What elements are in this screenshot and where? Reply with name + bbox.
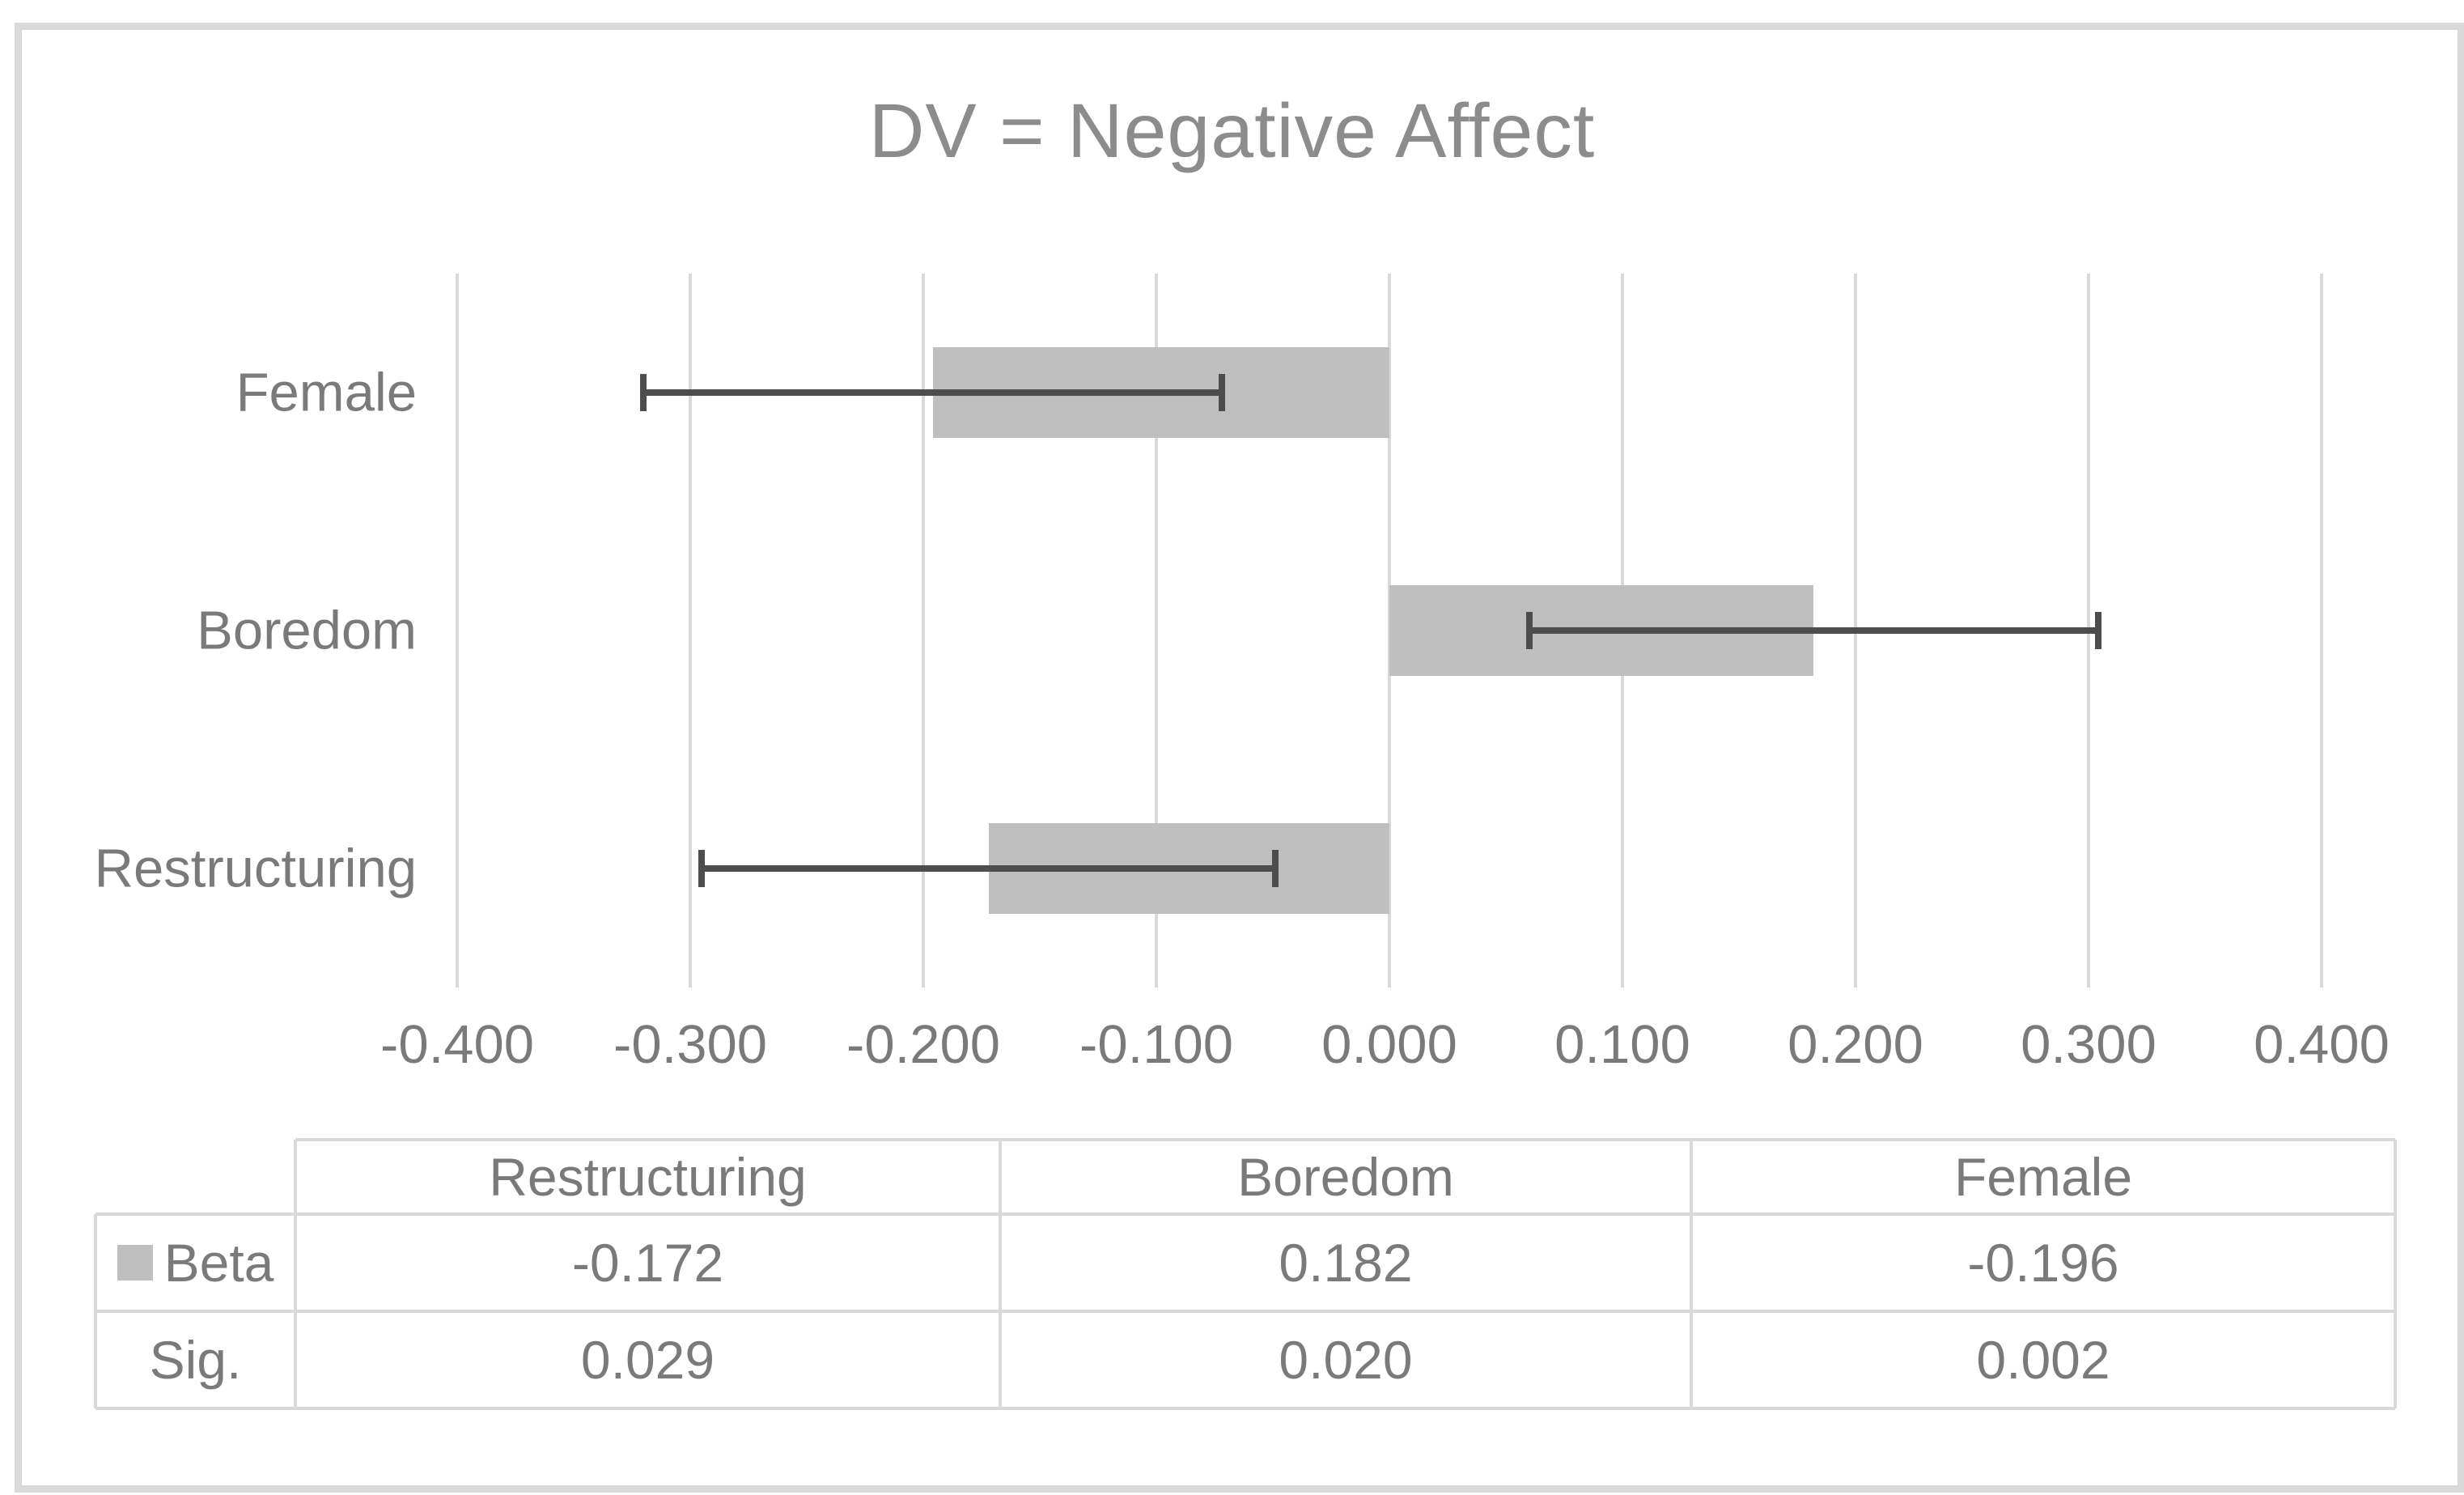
table-border-right (2394, 1140, 2397, 1408)
table-row-label: Beta (163, 1233, 274, 1293)
table-divider-rows (95, 1310, 2395, 1313)
table-divider-stub (294, 1140, 297, 1408)
table-header-restructuring: Restructuring (489, 1147, 807, 1207)
x-tick-label: -0.300 (613, 1014, 767, 1075)
table-divider-header (95, 1213, 2395, 1216)
table-cell-sig-female: 0.002 (1976, 1330, 2110, 1390)
chart-title: DV = Negative Affect (868, 88, 1596, 174)
gridline-0.400 (2320, 274, 2323, 987)
error-cap-high-female (1218, 374, 1225, 411)
error-cap-low-restructuring (698, 850, 706, 887)
x-tick-label: 0.200 (1788, 1014, 1923, 1075)
table-header-boredom: Boredom (1237, 1147, 1454, 1207)
table-border-bottom (95, 1407, 2395, 1410)
legend-key-beta (117, 1245, 153, 1281)
table-row-header-beta: Beta (95, 1214, 295, 1311)
table-divider-col1 (999, 1140, 1002, 1408)
gridline--0.200 (922, 274, 925, 987)
error-cap-high-restructuring (1271, 850, 1279, 887)
table-cell-beta-restructuring: -0.172 (571, 1233, 724, 1293)
table-row-label: Sig. (149, 1330, 242, 1390)
x-tick-label: -0.200 (846, 1014, 1000, 1075)
table-border-top (295, 1138, 2395, 1141)
table-cell-beta-female: -0.196 (1967, 1233, 2119, 1293)
table-cell-sig-boredom: 0.020 (1279, 1330, 1413, 1390)
table-cell-sig-restructuring: 0.029 (580, 1330, 715, 1390)
gridline--0.300 (689, 274, 692, 987)
error-cap-low-boredom (1525, 612, 1533, 649)
error-cap-low-female (640, 374, 647, 411)
x-tick-label: -0.400 (380, 1014, 534, 1075)
table-border-left (94, 1214, 97, 1408)
x-tick-label: 0.400 (2254, 1014, 2390, 1075)
table-header-female: Female (1953, 1147, 2133, 1207)
x-tick-label: 0.000 (1321, 1014, 1457, 1075)
error-bar-restructuring (702, 865, 1275, 872)
gridline--0.400 (456, 274, 459, 987)
x-tick-label: -0.100 (1079, 1014, 1233, 1075)
x-tick-label: 0.100 (1554, 1014, 1690, 1075)
gridline--0.100 (1155, 274, 1158, 987)
table-cell-beta-boredom: 0.182 (1279, 1233, 1413, 1293)
error-bar-female (643, 389, 1222, 396)
table-row-header-sig: Sig. (95, 1311, 295, 1408)
category-label-restructuring: Restructuring (94, 838, 417, 899)
error-bar-boredom (1529, 627, 2098, 634)
category-label-female: Female (235, 362, 417, 423)
table-divider-col2 (1690, 1140, 1693, 1408)
x-tick-label: 0.300 (2021, 1014, 2157, 1075)
category-label-boredom: Boredom (197, 600, 417, 661)
chart-frame (15, 23, 2464, 1493)
error-cap-high-boredom (2094, 612, 2101, 649)
